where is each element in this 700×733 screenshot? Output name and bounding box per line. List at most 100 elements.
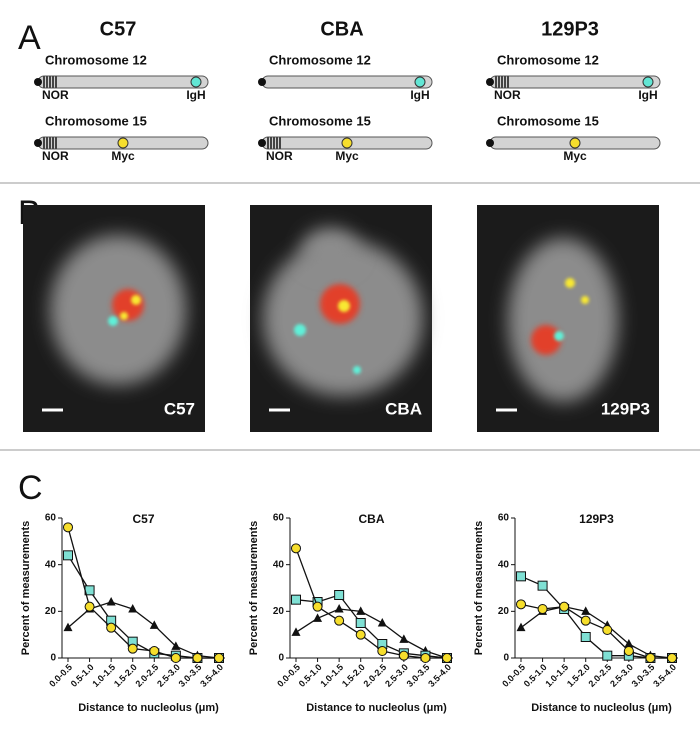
nucleus xyxy=(302,228,358,272)
data-point xyxy=(334,615,345,626)
data-point xyxy=(291,627,301,636)
locus-label: Myc xyxy=(111,149,135,163)
myc-signal xyxy=(120,312,128,320)
nor-band xyxy=(52,137,54,149)
data-point xyxy=(106,597,116,606)
nor-band xyxy=(46,76,48,88)
chromosome-label: Chromosome 12 xyxy=(269,52,371,67)
locus-marker xyxy=(117,137,129,149)
y-axis-label: Percent of measurements xyxy=(248,521,260,656)
data-point xyxy=(312,601,323,612)
data-point xyxy=(192,653,203,663)
y-tick-label: 20 xyxy=(498,606,510,617)
locus-label: Myc xyxy=(563,149,587,163)
data-point xyxy=(377,646,388,656)
series-line xyxy=(295,608,448,659)
myc-signal xyxy=(581,296,589,304)
nor-band xyxy=(43,137,45,149)
nor-label: NOR xyxy=(42,88,69,102)
data-point xyxy=(645,653,656,663)
chromosome xyxy=(37,75,209,89)
nor-band xyxy=(507,76,509,88)
y-tick-label: 0 xyxy=(278,653,284,664)
strain-title: C57 xyxy=(100,18,137,40)
image-label: C57 xyxy=(164,399,195,418)
data-point xyxy=(516,571,526,582)
locus-marker xyxy=(341,137,353,149)
data-point xyxy=(398,650,409,661)
data-point xyxy=(355,629,366,640)
x-axis-label: Distance to nucleolus (μm) xyxy=(78,702,219,714)
chromosome xyxy=(489,75,661,89)
centromere xyxy=(486,139,494,147)
data-point xyxy=(667,653,677,663)
nor-band xyxy=(55,137,57,149)
data-point xyxy=(128,604,138,613)
data-point xyxy=(581,606,591,615)
nor-band xyxy=(52,76,54,88)
data-point xyxy=(377,618,387,627)
igh-signal xyxy=(294,324,306,336)
nor-band xyxy=(273,137,275,149)
nor-band xyxy=(49,137,51,149)
nor-band xyxy=(49,76,51,88)
data-point xyxy=(516,599,526,610)
y-tick-label: 20 xyxy=(45,606,57,617)
centromere xyxy=(258,139,266,147)
y-tick-label: 20 xyxy=(273,606,285,617)
data-point xyxy=(355,618,366,628)
data-point xyxy=(602,650,613,661)
data-point xyxy=(624,639,634,648)
strain-title: 129P3 xyxy=(541,18,599,40)
data-point xyxy=(63,522,73,533)
data-point xyxy=(334,604,344,613)
data-point xyxy=(356,606,366,615)
nor-band xyxy=(498,76,500,88)
data-point xyxy=(623,646,634,656)
nor-band xyxy=(55,76,57,88)
y-tick-label: 0 xyxy=(50,653,56,664)
chart-title: 129P3 xyxy=(579,512,614,526)
nucleolus xyxy=(531,325,561,355)
chromosome xyxy=(261,75,433,89)
chromosome-label: Chromosome 15 xyxy=(269,113,371,128)
data-point xyxy=(171,641,181,650)
data-point xyxy=(214,653,224,663)
nor-band xyxy=(501,76,503,88)
centromere xyxy=(34,78,42,86)
chromosome-label: Chromosome 15 xyxy=(497,113,599,128)
image-label: CBA xyxy=(385,399,422,418)
centromere xyxy=(486,78,494,86)
igh-signal xyxy=(108,316,118,326)
data-point xyxy=(580,615,591,626)
nor-band xyxy=(270,137,272,149)
panel-label: C xyxy=(18,469,43,507)
panel-label: A xyxy=(18,19,41,57)
nor-label: NOR xyxy=(42,149,69,163)
data-point xyxy=(399,634,409,643)
data-point xyxy=(127,643,138,654)
data-point xyxy=(537,604,548,614)
locus-label: IgH xyxy=(638,88,657,102)
data-point xyxy=(63,550,73,561)
data-point xyxy=(170,653,181,663)
nor-band xyxy=(276,137,278,149)
data-point xyxy=(313,613,323,622)
nor-band xyxy=(43,76,45,88)
data-point xyxy=(559,601,570,612)
nucleolus xyxy=(112,289,144,321)
nor-band xyxy=(279,137,281,149)
y-tick-label: 40 xyxy=(498,559,510,570)
x-axis-label: Distance to nucleolus (μm) xyxy=(306,702,447,714)
data-point xyxy=(291,543,301,554)
locus-marker xyxy=(414,76,426,88)
x-axis-label: Distance to nucleolus (μm) xyxy=(531,702,672,714)
nor-band xyxy=(504,76,506,88)
locus-marker xyxy=(569,137,581,149)
image-label: 129P3 xyxy=(601,399,650,418)
chromosome-label: Chromosome 12 xyxy=(497,52,599,67)
y-tick-label: 60 xyxy=(273,513,285,524)
nor-label: NOR xyxy=(266,149,293,163)
